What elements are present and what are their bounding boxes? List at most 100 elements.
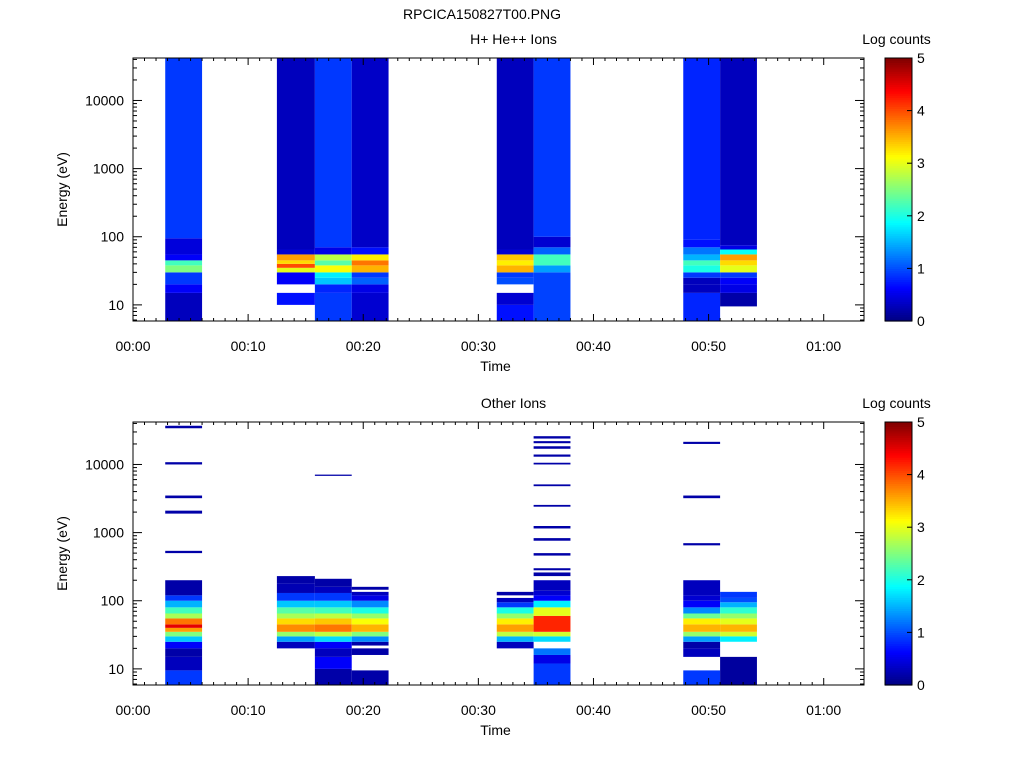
colorbar-segment bbox=[885, 187, 912, 191]
colorbar-segment bbox=[885, 621, 912, 625]
colorbar-segment bbox=[885, 599, 912, 603]
colorbar-segment bbox=[885, 185, 912, 188]
colorbar-segment bbox=[885, 452, 912, 456]
heatmap-cell bbox=[533, 526, 571, 529]
y-tick-label: 10 bbox=[108, 661, 124, 677]
heatmap-cell bbox=[314, 474, 352, 476]
heatmap-cell bbox=[496, 641, 534, 649]
colorbar-segment bbox=[885, 182, 912, 186]
colorbar-segment bbox=[885, 503, 912, 506]
colorbar-segment bbox=[885, 104, 912, 107]
colorbar-segment bbox=[885, 71, 912, 74]
colorbar-segment bbox=[885, 463, 912, 467]
x-tick-label: 01:00 bbox=[806, 338, 841, 354]
colorbar-segment bbox=[885, 660, 912, 664]
colorbar-segment bbox=[885, 75, 912, 79]
heatmap-cell bbox=[165, 58, 203, 239]
heatmap-cell bbox=[533, 254, 571, 266]
colorbar-segment bbox=[885, 487, 912, 491]
heatmap-cell bbox=[720, 58, 757, 246]
colorbar-segment bbox=[885, 571, 912, 574]
heatmap-cell bbox=[496, 265, 534, 273]
colorbar-segment bbox=[885, 143, 912, 147]
colorbar-tick-label: 2 bbox=[917, 208, 925, 224]
colorbar-segment bbox=[885, 193, 912, 197]
heatmap-cell bbox=[720, 277, 757, 285]
x-tick-label: 00:30 bbox=[461, 338, 496, 354]
colorbar-segment bbox=[885, 597, 912, 601]
colorbar-segment bbox=[885, 529, 912, 533]
colorbar-segment bbox=[885, 73, 912, 77]
colorbar-segment bbox=[885, 200, 912, 204]
colorbar-segment bbox=[885, 566, 912, 570]
heatmap-cell bbox=[683, 277, 721, 285]
colorbar-tick-label: 0 bbox=[917, 313, 925, 329]
colorbar-segment bbox=[885, 424, 912, 427]
colorbar-segment bbox=[885, 603, 912, 607]
heatmap-cell bbox=[683, 58, 721, 240]
x-axis-label: Time bbox=[480, 722, 511, 738]
colorbar-segment bbox=[885, 525, 912, 528]
colorbar-segment bbox=[885, 226, 912, 230]
colorbar-segment bbox=[885, 426, 912, 430]
heatmap-cell bbox=[533, 441, 571, 444]
colorbar-segment bbox=[885, 285, 912, 289]
colorbar-segment bbox=[885, 669, 912, 673]
heatmap-cell bbox=[533, 484, 571, 487]
heatmap-cell bbox=[683, 641, 721, 649]
colorbar-segment bbox=[885, 437, 912, 441]
heatmap-cell bbox=[351, 277, 389, 285]
colorbar-segment bbox=[885, 196, 912, 199]
colorbar-segment bbox=[885, 612, 912, 616]
heatmap-cell bbox=[683, 495, 721, 499]
heatmap-cell bbox=[314, 648, 352, 657]
colorbar-segment bbox=[885, 264, 912, 267]
figure-title: RPCICA150827T00.PNG bbox=[403, 6, 561, 22]
heatmap-cell bbox=[351, 618, 389, 625]
colorbar-segment bbox=[885, 564, 912, 568]
colorbar-segment bbox=[885, 202, 912, 206]
colorbar-segment bbox=[885, 261, 912, 265]
heatmap-cell bbox=[351, 613, 389, 619]
heatmap-cell bbox=[683, 260, 721, 266]
colorbar-segment bbox=[885, 489, 912, 493]
heatmap-cell bbox=[720, 597, 757, 603]
colorbar-label: Log counts bbox=[862, 31, 931, 47]
y-tick-label: 100 bbox=[101, 593, 125, 609]
heatmap-cell bbox=[314, 613, 352, 619]
heatmap-cell bbox=[314, 260, 352, 266]
colorbar-segment bbox=[885, 77, 912, 81]
colorbar-segment bbox=[885, 577, 912, 581]
colorbar-segment bbox=[885, 542, 912, 546]
y-tick-label: 10 bbox=[108, 297, 124, 313]
colorbar-segment bbox=[885, 64, 912, 68]
heatmap-cell bbox=[165, 462, 203, 465]
colorbar-segment bbox=[885, 443, 912, 447]
heatmap-cell bbox=[351, 292, 389, 321]
colorbar-segment bbox=[885, 606, 912, 609]
colorbar-segment bbox=[885, 494, 912, 498]
colorbar-segment bbox=[885, 318, 912, 322]
heatmap-cell bbox=[165, 425, 203, 429]
colorbar-segment bbox=[885, 509, 912, 513]
heatmap-cell bbox=[683, 607, 721, 614]
colorbar-segment bbox=[885, 156, 912, 160]
heatmap-cell bbox=[351, 636, 389, 642]
colorbar-segment bbox=[885, 294, 912, 298]
heatmap-cell bbox=[165, 607, 203, 614]
colorbar-segment bbox=[885, 248, 912, 252]
colorbar-segment bbox=[885, 645, 912, 649]
colorbar-segment bbox=[885, 222, 912, 226]
heatmap-cell bbox=[314, 592, 352, 601]
colorbar-segment bbox=[885, 165, 912, 169]
colorbar-segment bbox=[885, 472, 912, 476]
heatmap-cell bbox=[314, 254, 352, 261]
colorbar-segment bbox=[885, 450, 912, 454]
colorbar-segment bbox=[885, 231, 912, 234]
heatmap-cell bbox=[314, 277, 352, 285]
heatmap-cell bbox=[165, 260, 203, 266]
colorbar-segment bbox=[885, 220, 912, 223]
heatmap-cell bbox=[276, 260, 315, 264]
colorbar-segment bbox=[885, 110, 912, 114]
colorbar-segment bbox=[885, 507, 912, 511]
